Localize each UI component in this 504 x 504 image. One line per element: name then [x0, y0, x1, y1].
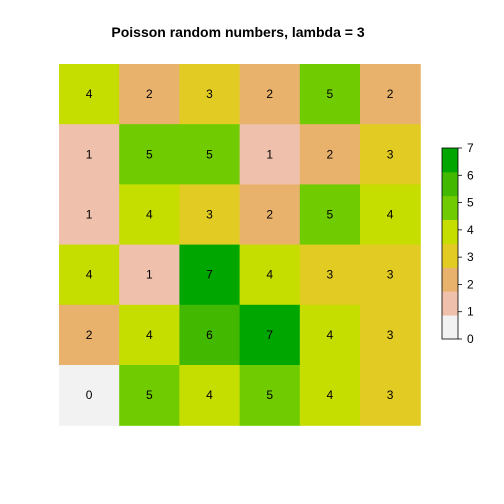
heatmap-cell: [179, 184, 241, 246]
heatmap-cell: [59, 304, 120, 366]
heatmap-cell: [239, 184, 301, 246]
heatmap-cell: [360, 124, 421, 185]
cell-value-label: 4: [387, 208, 394, 222]
heatmap-cell: [360, 244, 421, 306]
cell-value-label: 5: [327, 208, 334, 222]
heatmap-cell: [59, 124, 120, 185]
cell-value-label: 4: [327, 328, 334, 342]
cell-value-label: 4: [86, 268, 93, 282]
heatmap-cell: [119, 244, 180, 306]
legend-color-segment: [442, 291, 458, 316]
cell-value-label: 5: [206, 147, 213, 161]
heatmap-cell: [119, 184, 180, 246]
cell-value-label: 3: [387, 388, 394, 402]
legend-tick-label: 6: [467, 168, 474, 182]
legend-tick-label: 1: [467, 305, 474, 319]
heatmap-grid: 4 2 3 2 5 2 1 5 5 1 2 3 1 4 3 2 5 4 4 1 7 4 3 3 2 4 6 7 4 3 0 5 4 5 4 3: [59, 64, 421, 426]
heatmap-cell: [179, 304, 241, 366]
cell-value-label: 3: [387, 147, 394, 161]
cell-value-label: 2: [327, 147, 334, 161]
heatmap-cell: [119, 64, 180, 125]
cell-value-label: 3: [387, 328, 394, 342]
heatmap-cell: [299, 124, 361, 185]
cell-value-label: 3: [387, 268, 394, 282]
heatmap-cell: [299, 304, 361, 366]
cell-value-label: 5: [146, 388, 153, 402]
heatmap-cell: [239, 304, 301, 366]
cell-value-label: 1: [266, 147, 273, 161]
cell-value-label: 2: [146, 87, 153, 101]
heatmap-cell: [360, 64, 421, 125]
cell-value-label: 4: [327, 388, 334, 402]
heatmap-cell: [360, 365, 421, 426]
cell-value-label: 1: [86, 208, 93, 222]
cell-value-label: 4: [146, 328, 153, 342]
cell-value-label: 1: [86, 147, 93, 161]
heatmap-cell: [299, 184, 361, 246]
heatmap-cell: [179, 124, 241, 185]
heatmap-cell: [299, 244, 361, 306]
legend-color-segment: [442, 267, 458, 292]
legend-color-segment: [442, 195, 458, 221]
legend-tick-label: 0: [467, 332, 474, 346]
cell-value-label: 6: [206, 328, 213, 342]
legend-tick-label: 7: [467, 141, 474, 155]
legend-color-segment: [442, 171, 458, 197]
cell-value-label: 3: [206, 87, 213, 101]
legend-color-segment: [442, 148, 458, 173]
heatmap-cell: [239, 365, 301, 426]
legend-tick-label: 5: [467, 196, 474, 210]
legend-color-segment: [442, 315, 458, 340]
cell-value-label: 7: [206, 268, 213, 282]
heatmap-cell: [179, 365, 241, 426]
cell-value-label: 2: [266, 208, 273, 222]
heatmap-cell: [239, 64, 301, 125]
heatmap-cell: [360, 184, 421, 246]
cell-value-label: 4: [146, 208, 153, 222]
color-legend: 0 1 2 3 4 5 6 7: [441, 141, 474, 346]
legend-border: [441, 147, 459, 340]
cell-value-label: 1: [146, 268, 153, 282]
heatmap-cell: [299, 365, 361, 426]
cell-value-label: 5: [327, 87, 334, 101]
cell-value-label: 2: [86, 328, 93, 342]
cell-value-label: 7: [266, 328, 273, 342]
heatmap-cell: [59, 184, 120, 246]
chart-title: Poisson random numbers, lambda = 3: [111, 24, 364, 40]
cell-value-label: 4: [266, 268, 273, 282]
cell-value-label: 4: [206, 388, 213, 402]
legend-tick-label: 3: [467, 250, 474, 264]
heatmap-cell: [59, 365, 120, 426]
heatmap-cell: [179, 64, 241, 125]
cell-value-label: 3: [206, 208, 213, 222]
heatmap-cell: [59, 64, 120, 125]
cell-value-label: 4: [86, 87, 93, 101]
heatmap-cell: [239, 124, 301, 185]
heatmap-cell: [239, 244, 301, 306]
cell-value-label: 2: [266, 87, 273, 101]
heatmap-cell: [299, 64, 361, 125]
cell-value-label: 5: [146, 147, 153, 161]
cell-value-label: 5: [266, 388, 273, 402]
heatmap-cell: [179, 244, 241, 306]
legend-color-segment: [442, 243, 458, 268]
legend-color-segment: [442, 219, 458, 244]
heatmap-cell: [119, 304, 180, 366]
heatmap-cell: [119, 365, 180, 426]
heatmap-cell: [360, 304, 421, 366]
legend-tick-label: 4: [467, 223, 474, 237]
cell-value-label: 0: [86, 388, 93, 402]
cell-value-label: 3: [327, 268, 334, 282]
legend-tick-label: 2: [467, 277, 474, 291]
cell-value-label: 2: [387, 87, 394, 101]
heatmap-cell: [119, 124, 180, 185]
heatmap-cell: [59, 244, 120, 306]
